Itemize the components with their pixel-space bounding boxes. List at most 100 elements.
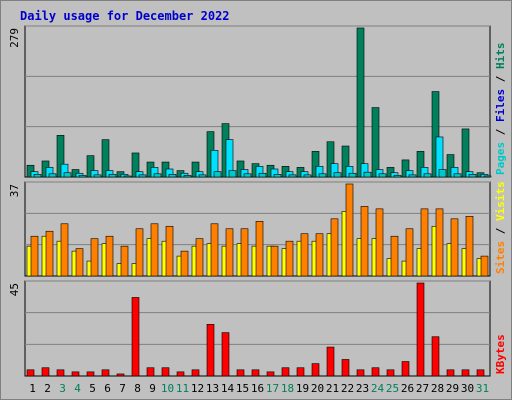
bar-hits-3 [56, 135, 65, 178]
bar-sites-11 [180, 250, 189, 277]
bar-pages-12 [198, 174, 207, 178]
bar-kbytes-4 [71, 371, 80, 377]
bar-pages-5 [93, 174, 102, 178]
bar-pages-22 [348, 172, 357, 178]
bar-pages-23 [363, 171, 372, 178]
bar-kbytes-24 [371, 367, 380, 377]
bar-hits-25 [386, 167, 395, 178]
bar-kbytes-9 [146, 367, 155, 377]
bar-sites-7 [120, 245, 129, 277]
legend-item-pages: Pages [494, 142, 507, 175]
x-tick-label-21: 21 [326, 382, 339, 395]
bar-sites-18 [285, 240, 294, 277]
bar-sites-31 [480, 255, 489, 277]
x-tick-label-26: 26 [401, 382, 414, 395]
x-tick-label-24: 24 [371, 382, 385, 395]
bar-sites-30 [465, 216, 474, 277]
bar-kbytes-6 [101, 369, 110, 377]
bar-kbytes-16 [251, 369, 260, 377]
legend-separator: / [494, 122, 507, 142]
bar-sites-4 [75, 248, 84, 277]
x-tick-label-12: 12 [191, 382, 204, 395]
bar-pages-11 [183, 175, 192, 178]
bar-hits-26 [401, 159, 410, 178]
panel-frame [24, 280, 491, 377]
bar-kbytes-15 [236, 369, 245, 377]
x-tick-label-3: 3 [59, 382, 66, 395]
legend-visits-sites: Sites / Visits [494, 181, 507, 274]
x-tick-label-1: 1 [29, 382, 36, 395]
x-tick-label-4: 4 [74, 382, 81, 395]
bar-hits-30 [461, 128, 470, 178]
bar-pages-8 [138, 174, 147, 178]
bar-sites-22 [345, 183, 354, 277]
bar-sites-24 [375, 208, 384, 277]
bar-pages-3 [63, 172, 72, 178]
bar-sites-5 [90, 238, 99, 277]
x-tick-label-14: 14 [221, 382, 235, 395]
bar-kbytes-1 [26, 369, 35, 377]
x-tick-label-13: 13 [206, 382, 219, 395]
bar-pages-1 [33, 174, 42, 178]
bar-sites-15 [240, 228, 249, 277]
legend-kbytes: KBytes [494, 334, 507, 374]
bar-pages-2 [48, 173, 57, 178]
x-tick-label-28: 28 [431, 382, 444, 395]
legend-separator: / [494, 69, 507, 89]
axis-max-label: 279 [8, 28, 21, 48]
bar-kbytes-3 [56, 369, 65, 377]
bar-kbytes-12 [191, 369, 200, 377]
bar-sites-2 [45, 230, 54, 277]
bar-sites-12 [195, 238, 204, 277]
bar-sites-20 [315, 233, 324, 277]
bar-sites-27 [420, 208, 429, 277]
x-tick-label-18: 18 [281, 382, 294, 395]
bar-sites-16 [255, 220, 264, 277]
bar-hits-12 [191, 161, 200, 178]
x-tick-label-20: 20 [311, 382, 324, 395]
bar-pages-28 [438, 169, 447, 178]
bar-kbytes-22 [341, 359, 350, 377]
bar-sites-21 [330, 218, 339, 277]
bar-pages-26 [408, 174, 417, 178]
bar-pages-29 [453, 173, 462, 178]
bar-kbytes-10 [161, 367, 170, 377]
bar-kbytes-2 [41, 367, 50, 377]
bar-kbytes-7 [116, 373, 125, 377]
bar-pages-14 [228, 170, 237, 178]
bar-sites-8 [135, 228, 144, 277]
bar-hits-15 [236, 160, 245, 178]
legend-item-visits: Visits [494, 181, 507, 221]
bar-sites-29 [450, 218, 459, 277]
x-tick-label-23: 23 [356, 382, 369, 395]
bar-sites-14 [225, 228, 234, 277]
bar-pages-27 [423, 173, 432, 178]
bar-pages-19 [303, 174, 312, 178]
bar-pages-21 [333, 172, 342, 178]
bar-kbytes-8 [131, 297, 140, 377]
bar-hits-5 [86, 155, 95, 178]
x-tick-label-19: 19 [296, 382, 309, 395]
bar-sites-3 [60, 223, 69, 277]
bar-sites-1 [30, 235, 39, 277]
x-tick-label-22: 22 [341, 382, 354, 395]
bar-sites-26 [405, 228, 414, 277]
bar-pages-20 [318, 173, 327, 178]
panel-kbytes: 45 KBytes [8, 280, 507, 377]
bar-sites-13 [210, 223, 219, 277]
panel-hits-files-pages: 279 Pages / Files / Hits [8, 25, 507, 178]
bar-kbytes-19 [296, 367, 305, 377]
x-tick-label-27: 27 [416, 382, 429, 395]
bar-kbytes-27 [416, 282, 425, 377]
bar-pages-25 [393, 175, 402, 178]
bar-pages-18 [288, 174, 297, 178]
x-tick-label-25: 25 [386, 382, 399, 395]
bar-kbytes-26 [401, 361, 410, 377]
x-tick-label-11: 11 [176, 382, 189, 395]
legend-hits-files-pages: Pages / Files / Hits [494, 43, 507, 176]
bar-kbytes-18 [281, 367, 290, 377]
bar-hits-21 [326, 141, 335, 178]
x-tick-label-2: 2 [44, 382, 51, 395]
x-tick-label-10: 10 [161, 382, 174, 395]
bar-sites-23 [360, 206, 369, 277]
